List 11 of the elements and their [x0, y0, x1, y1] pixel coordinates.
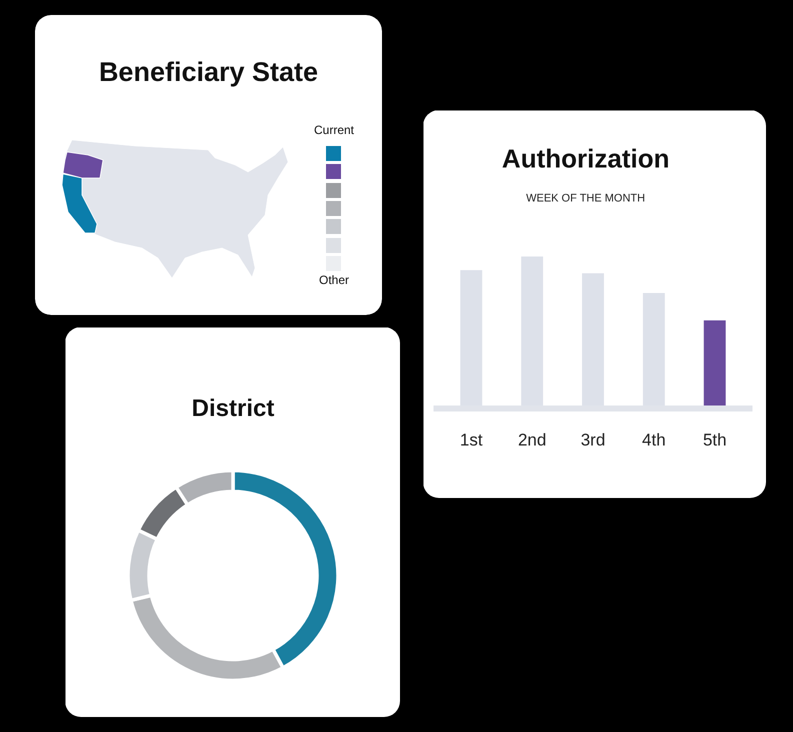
x-tick-label: 2nd — [518, 430, 546, 450]
chart-title: District — [192, 395, 274, 422]
x-tick-label: 5th — [702, 430, 727, 450]
x-tick-label: 4th — [642, 430, 666, 450]
text: Beneficiary State — [98, 56, 320, 89]
chart-subtitle: WEEK OF THE MONTH — [526, 192, 646, 204]
text: Other — [318, 272, 350, 288]
x-tick-label: 1st — [460, 430, 483, 450]
text: Current — [312, 122, 355, 138]
x-tick-label: 3rd — [580, 430, 606, 450]
chart-title: Authorization — [502, 144, 670, 174]
